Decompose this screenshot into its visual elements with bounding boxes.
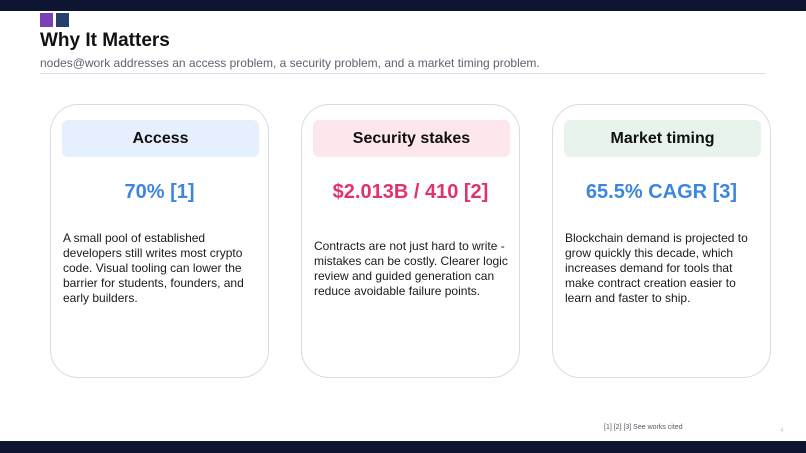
page-number: 4 xyxy=(780,428,784,434)
header-divider xyxy=(40,73,765,74)
card-stat: $2.013B / 410 [2] xyxy=(332,181,489,203)
page-title: Why It Matters xyxy=(40,30,170,51)
card-access: Access 70% [1] A small pool of establish… xyxy=(50,104,269,378)
card-heading: Security stakes xyxy=(313,120,510,157)
card-body: Contracts are not just hard to write - m… xyxy=(314,239,508,298)
bottom-bar xyxy=(0,441,806,453)
logo-square-navy xyxy=(56,13,69,27)
card-heading: Access xyxy=(62,120,259,157)
card-security-stakes: Security stakes $2.013B / 410 [2] Contra… xyxy=(301,104,520,378)
page-subtitle: nodes@work addresses an access problem, … xyxy=(40,56,540,70)
card-stat: 65.5% CAGR [3] xyxy=(585,181,738,203)
card-body: A small pool of established developers s… xyxy=(63,231,244,305)
logo-square-purple xyxy=(40,13,53,27)
footnote: [1] [2] [3] See works cited xyxy=(604,424,683,431)
card-heading: Market timing xyxy=(564,120,761,157)
card-market-timing: Market timing 65.5% CAGR [3] Blockchain … xyxy=(552,104,771,378)
brand-logo xyxy=(40,13,70,27)
top-bar xyxy=(0,0,806,11)
card-body: Blockchain demand is projected to grow q… xyxy=(565,231,748,305)
card-stat: 70% [1] xyxy=(124,181,195,203)
